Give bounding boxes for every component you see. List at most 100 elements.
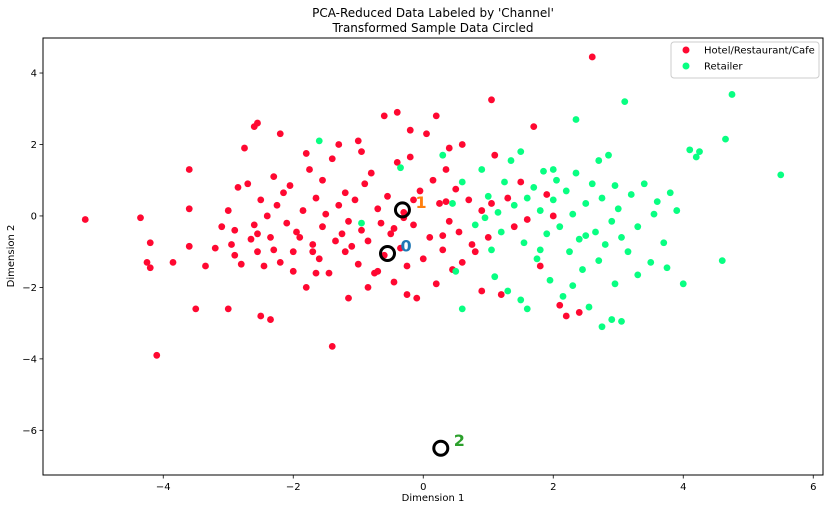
y-tick-label: 2 (31, 140, 37, 151)
data-point-retailer (507, 157, 515, 164)
data-point-retailer (572, 116, 580, 123)
data-point-hotel-restaurant-cafe (419, 255, 427, 263)
data-point-hotel-restaurant-cafe (202, 262, 209, 270)
y-tick-label: −4 (22, 354, 37, 365)
data-point-hotel-restaurant-cafe (484, 233, 492, 241)
data-point-retailer (549, 166, 557, 173)
data-point-retailer (358, 219, 365, 227)
data-point-hotel-restaurant-cafe (224, 305, 232, 313)
data-point-retailer (556, 223, 564, 231)
data-point-hotel-restaurant-cafe (289, 248, 297, 256)
data-point-hotel-restaurant-cafe (257, 312, 265, 320)
data-point-hotel-restaurant-cafe (442, 166, 450, 173)
data-point-hotel-restaurant-cafe (341, 189, 349, 197)
x-tick-label: 0 (420, 482, 426, 493)
data-point-retailer (653, 198, 661, 206)
data-point-retailer (501, 178, 508, 186)
data-point-hotel-restaurant-cafe (286, 182, 294, 189)
data-point-hotel-restaurant-cafe (432, 280, 440, 288)
sample-label-0: 0 (401, 236, 412, 255)
data-point-hotel-restaurant-cafe (231, 251, 239, 259)
data-point-hotel-restaurant-cafe (293, 228, 300, 236)
data-point-hotel-restaurant-cafe (247, 235, 255, 243)
data-point-hotel-restaurant-cafe (341, 248, 349, 256)
data-point-hotel-restaurant-cafe (562, 312, 570, 320)
data-point-retailer (647, 258, 655, 266)
data-point-hotel-restaurant-cafe (224, 207, 232, 214)
data-point-hotel-restaurant-cafe (367, 169, 375, 177)
data-point-hotel-restaurant-cafe (270, 173, 278, 181)
legend-label-retailer: Retailer (704, 62, 743, 73)
data-point-hotel-restaurant-cafe (390, 278, 398, 286)
data-point-retailer (595, 257, 603, 265)
data-point-retailer (601, 241, 609, 248)
data-point-hotel-restaurant-cafe (146, 264, 154, 272)
data-point-retailer (618, 317, 625, 325)
data-point-retailer (458, 305, 466, 313)
data-point-hotel-restaurant-cafe (530, 123, 538, 131)
sample-circle-0 (379, 244, 396, 262)
data-point-hotel-restaurant-cafe (270, 246, 278, 254)
data-point-hotel-restaurant-cafe (332, 237, 339, 245)
data-point-hotel-restaurant-cafe (380, 112, 388, 120)
sample-markers: 0 1 2 (379, 193, 465, 457)
data-point-hotel-restaurant-cafe (400, 208, 408, 216)
data-point-hotel-restaurant-cafe (289, 267, 297, 275)
data-point-retailer (510, 201, 518, 209)
data-point-hotel-restaurant-cafe (335, 201, 343, 209)
data-point-retailer (663, 264, 671, 272)
data-point-hotel-restaurant-cafe (325, 269, 333, 277)
data-point-hotel-restaurant-cafe (458, 258, 466, 266)
data-point-hotel-restaurant-cafe (478, 207, 486, 214)
data-point-retailer (458, 178, 466, 186)
data-point-hotel-restaurant-cafe (169, 258, 177, 266)
data-point-retailer (627, 191, 635, 198)
data-point-retailer (540, 167, 547, 175)
data-point-hotel-restaurant-cafe (218, 223, 226, 231)
data-point-hotel-restaurant-cafe (254, 119, 261, 127)
data-point-hotel-restaurant-cafe (410, 221, 417, 229)
data-point-retailer (588, 180, 596, 188)
data-point-retailer (546, 276, 554, 284)
data-point-retailer (696, 148, 703, 156)
data-point-hotel-restaurant-cafe (322, 210, 330, 218)
data-point-hotel-restaurant-cafe (319, 176, 326, 184)
data-point-retailer (598, 323, 606, 331)
data-point-hotel-restaurant-cafe (234, 183, 242, 191)
data-point-retailer (582, 232, 590, 239)
data-point-hotel-restaurant-cafe (231, 226, 239, 234)
data-point-retailer (660, 239, 668, 247)
data-point-hotel-restaurant-cafe (358, 148, 365, 156)
data-point-hotel-restaurant-cafe (263, 212, 271, 220)
data-point-hotel-restaurant-cafe (276, 258, 284, 266)
data-point-hotel-restaurant-cafe (588, 53, 596, 61)
data-point-retailer (449, 200, 456, 207)
data-point-hotel-restaurant-cafe (439, 232, 447, 239)
data-point-retailer (559, 292, 567, 300)
data-point-retailer (666, 189, 674, 197)
data-point-retailer (471, 221, 479, 229)
data-point-retailer (504, 287, 512, 295)
sample-circle-2 (432, 439, 450, 457)
data-point-retailer (497, 228, 505, 236)
legend-marker-retailer (682, 62, 690, 70)
data-point-hotel-restaurant-cafe (267, 233, 274, 241)
data-point-hotel-restaurant-cafe (442, 198, 450, 206)
data-point-retailer (488, 246, 495, 254)
chart-subtitle: Transformed Sample Data Circled (331, 21, 533, 35)
legend-box (670, 41, 820, 79)
data-point-retailer (569, 282, 577, 290)
legend-label-hotel-restaurant-cafe: Hotel/Restaurant/Cafe (704, 46, 815, 57)
x-tick-label: −2 (286, 482, 301, 493)
data-point-hotel-restaurant-cafe (426, 233, 434, 241)
data-point-hotel-restaurant-cafe (338, 230, 346, 238)
data-point-retailer (634, 271, 642, 279)
data-point-retailer (478, 166, 486, 173)
data-point-retailer (543, 230, 551, 238)
data-point-hotel-restaurant-cafe (488, 200, 495, 207)
data-point-retailer (624, 248, 632, 256)
data-point-hotel-restaurant-cafe (416, 187, 424, 195)
data-point-retailer (777, 171, 785, 179)
data-point-hotel-restaurant-cafe (306, 166, 313, 173)
